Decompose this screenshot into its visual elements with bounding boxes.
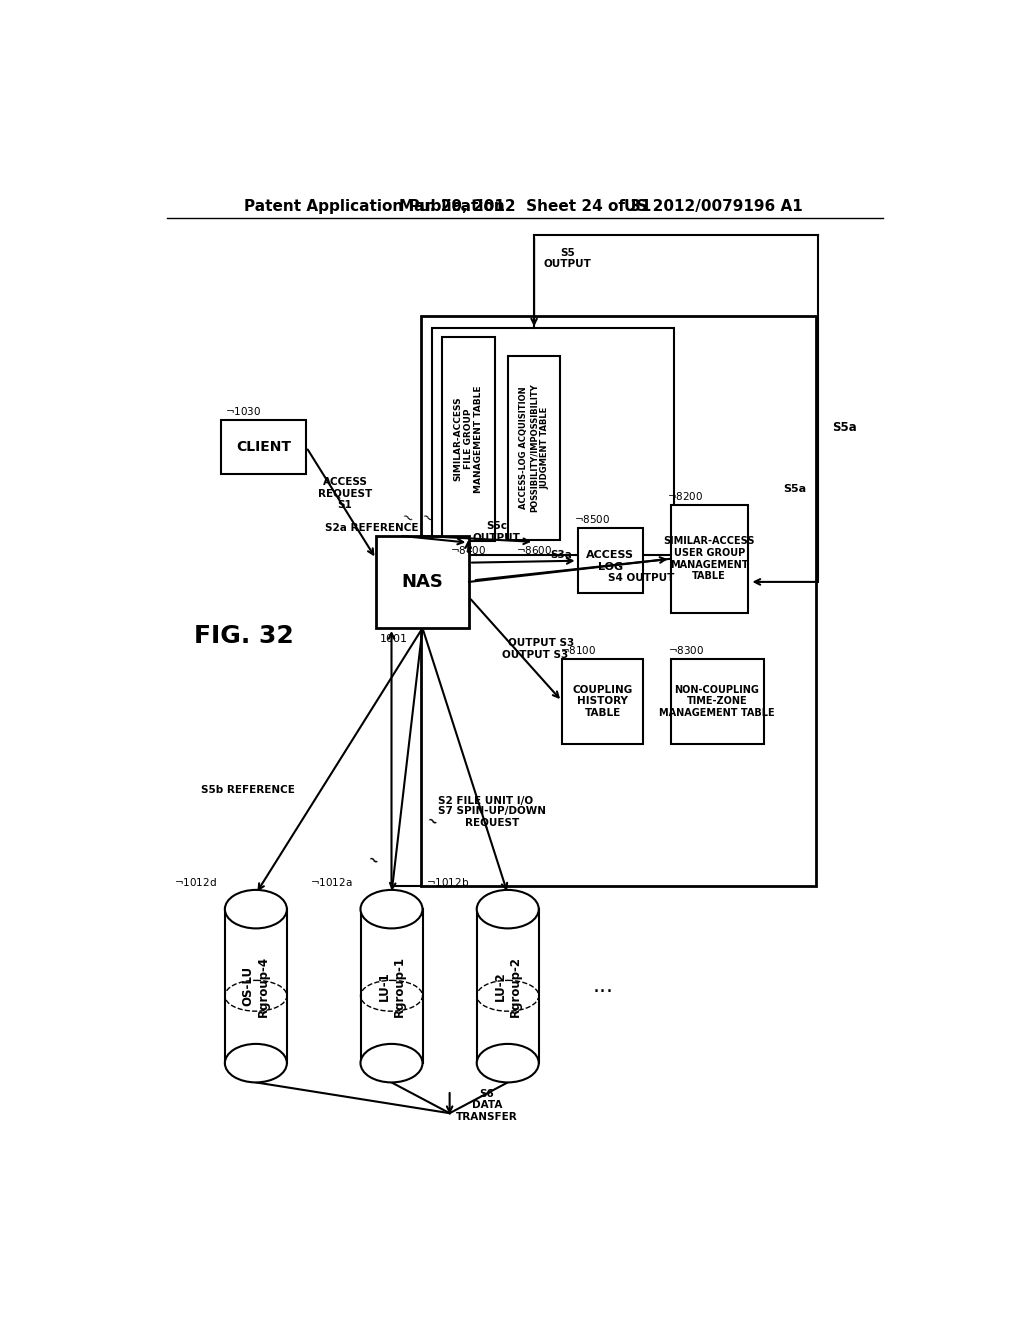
Text: $\neg$8400: $\neg$8400 <box>450 544 486 556</box>
Text: S5
OUTPUT: S5 OUTPUT <box>544 248 591 269</box>
Text: OUTPUT S3: OUTPUT S3 <box>502 649 567 660</box>
Bar <box>562 659 643 743</box>
Text: $\neg$8300: $\neg$8300 <box>669 644 705 656</box>
Text: 1001: 1001 <box>380 634 408 644</box>
Text: S2a REFERENCE: S2a REFERENCE <box>326 523 419 533</box>
Bar <box>671 659 764 743</box>
Bar <box>376 536 469 628</box>
Text: ACCESS
LOG: ACCESS LOG <box>587 550 635 572</box>
Bar <box>432 327 674 554</box>
Text: S5a: S5a <box>783 484 806 495</box>
Bar <box>671 506 748 612</box>
Text: CLIENT: CLIENT <box>237 440 291 454</box>
Text: $\neg$1030: $\neg$1030 <box>225 405 261 417</box>
Bar <box>221 420 306 474</box>
Text: ACCESS
REQUEST
S1: ACCESS REQUEST S1 <box>317 477 372 510</box>
Text: $\neg$8200: $\neg$8200 <box>667 490 703 502</box>
Text: Patent Application Publication: Patent Application Publication <box>245 198 505 214</box>
Text: S5b REFERENCE: S5b REFERENCE <box>201 785 295 795</box>
Text: NAS: NAS <box>401 573 443 591</box>
Ellipse shape <box>360 890 423 928</box>
Text: $\neg$8100: $\neg$8100 <box>560 644 596 656</box>
Text: $\neg$1012a: $\neg$1012a <box>310 876 352 888</box>
Text: ~: ~ <box>418 510 435 528</box>
Text: ~: ~ <box>424 814 439 830</box>
Bar <box>578 528 643 594</box>
Text: Mar. 29, 2012  Sheet 24 of 31: Mar. 29, 2012 Sheet 24 of 31 <box>398 198 651 214</box>
Text: OS-LU
Rgroup-4: OS-LU Rgroup-4 <box>242 956 270 1016</box>
Ellipse shape <box>360 1044 423 1082</box>
Text: $\neg$1012b: $\neg$1012b <box>426 876 469 888</box>
Ellipse shape <box>225 1044 287 1082</box>
Text: S7 SPIN-UP/DOWN
REQUEST: S7 SPIN-UP/DOWN REQUEST <box>438 807 546 828</box>
Text: $\neg$8500: $\neg$8500 <box>573 512 610 525</box>
Text: S4 OUTPUT: S4 OUTPUT <box>608 573 675 583</box>
Text: US 2012/0079196 A1: US 2012/0079196 A1 <box>624 198 802 214</box>
Ellipse shape <box>477 1044 539 1082</box>
Ellipse shape <box>477 890 539 928</box>
Text: SIMILAR-ACCESS
FILE GROUP
MANAGEMENT TABLE: SIMILAR-ACCESS FILE GROUP MANAGEMENT TAB… <box>454 385 483 492</box>
Text: S5a: S5a <box>831 421 856 434</box>
Bar <box>508 355 560 540</box>
Text: ~: ~ <box>365 853 380 869</box>
Text: FIG. 32: FIG. 32 <box>194 624 294 648</box>
Text: S2 FILE UNIT I/O: S2 FILE UNIT I/O <box>438 796 534 807</box>
Text: S5c
OUTPUT: S5c OUTPUT <box>473 521 521 543</box>
Text: S6
DATA
TRANSFER: S6 DATA TRANSFER <box>456 1089 517 1122</box>
Text: NON-COUPLING
TIME-ZONE
MANAGEMENT TABLE: NON-COUPLING TIME-ZONE MANAGEMENT TABLE <box>659 685 775 718</box>
Text: $\neg$1012d: $\neg$1012d <box>174 876 217 888</box>
Text: OUTPUT S3: OUTPUT S3 <box>508 639 574 648</box>
Text: ...: ... <box>593 977 614 997</box>
Text: ~: ~ <box>398 510 416 528</box>
Bar <box>442 337 495 541</box>
Ellipse shape <box>225 890 287 928</box>
Bar <box>421 317 816 886</box>
Text: ACCESS-LOG ACQUISITION
POSSIBILITY/IMPOSSIBILITY
JUDGMENT TABLE: ACCESS-LOG ACQUISITION POSSIBILITY/IMPOS… <box>519 384 549 512</box>
Text: LU-1
Rgroup-1: LU-1 Rgroup-1 <box>378 956 406 1016</box>
Text: LU-2
Rgroup-2: LU-2 Rgroup-2 <box>494 956 522 1016</box>
Text: S3a: S3a <box>550 550 572 560</box>
Text: SIMILAR-ACCESS
USER GROUP
MANAGEMENT
TABLE: SIMILAR-ACCESS USER GROUP MANAGEMENT TAB… <box>664 536 755 581</box>
Text: COUPLING
HISTORY
TABLE: COUPLING HISTORY TABLE <box>572 685 633 718</box>
Text: $\neg$8600: $\neg$8600 <box>516 544 552 556</box>
